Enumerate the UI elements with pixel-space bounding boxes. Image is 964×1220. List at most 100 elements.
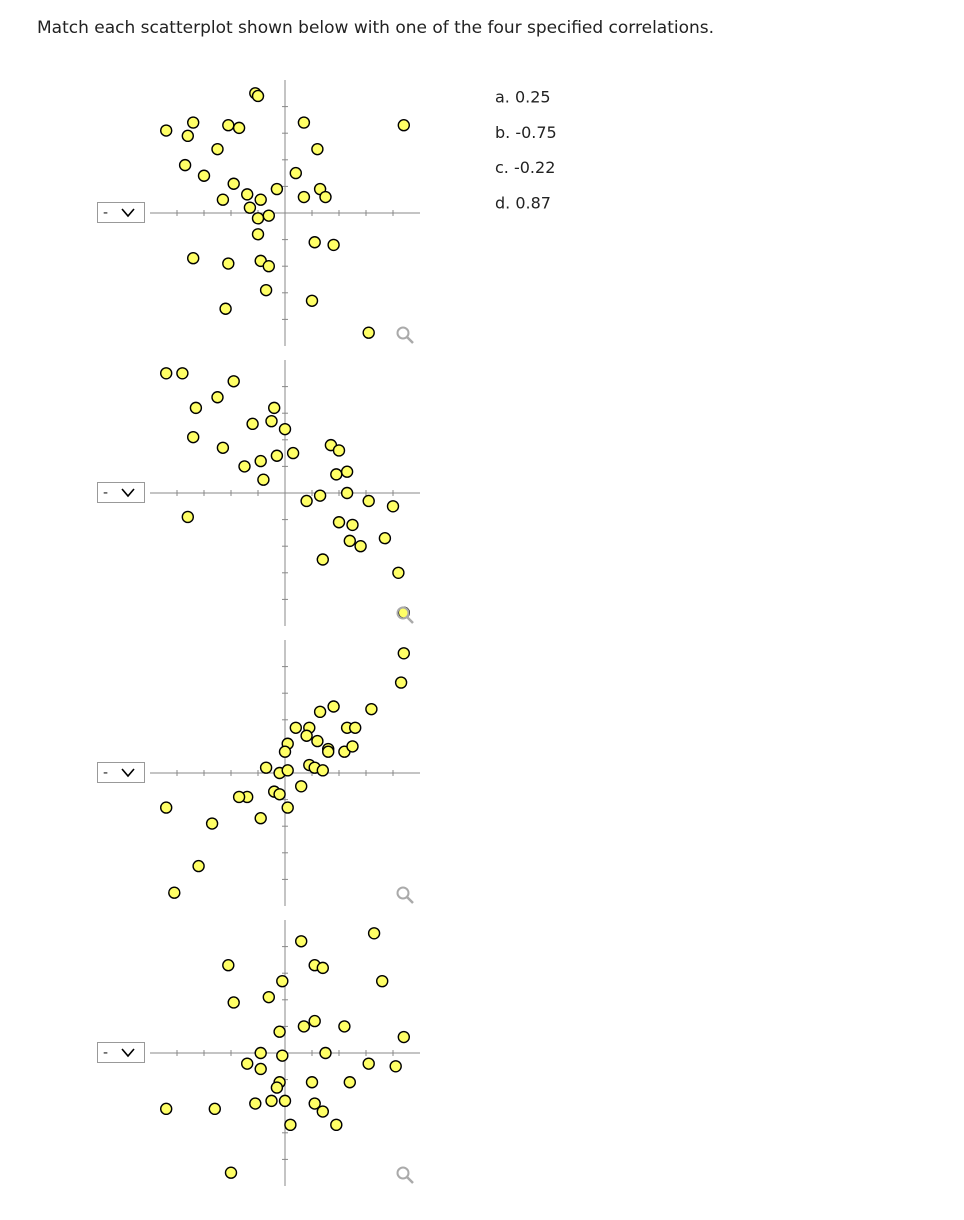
point <box>216 193 230 206</box>
point <box>284 1118 297 1132</box>
point <box>297 190 311 204</box>
zoom-lens[interactable] <box>396 886 410 900</box>
dropdown-box[interactable] <box>97 482 145 503</box>
point <box>397 647 410 660</box>
zoom-handle[interactable] <box>406 1176 414 1184</box>
point <box>254 812 267 825</box>
point <box>265 414 278 428</box>
zoom-handle[interactable] <box>406 336 414 344</box>
point <box>243 201 257 214</box>
dropdown-box[interactable] <box>97 762 145 783</box>
dropdown-box[interactable] <box>97 202 145 223</box>
point <box>205 817 219 830</box>
point <box>181 510 195 524</box>
point <box>246 417 259 431</box>
point <box>232 121 246 135</box>
point <box>330 1118 343 1132</box>
point <box>389 1060 402 1073</box>
point <box>159 1102 173 1116</box>
point <box>297 1020 311 1033</box>
dropdown[interactable]: - <box>97 202 145 223</box>
zoom-lens[interactable] <box>396 326 410 340</box>
dropdown-chevron[interactable] <box>121 488 135 498</box>
point <box>240 188 254 201</box>
point <box>278 1094 292 1108</box>
point <box>192 859 205 873</box>
zoom-icon[interactable] <box>396 606 414 624</box>
point <box>316 1105 329 1118</box>
point <box>286 446 300 460</box>
point <box>319 1046 332 1060</box>
point <box>181 129 195 143</box>
point <box>222 959 235 972</box>
point <box>376 974 389 988</box>
point <box>227 996 240 1009</box>
dropdown-value[interactable]: - <box>103 1045 108 1061</box>
point <box>254 454 267 468</box>
point <box>300 494 313 508</box>
point <box>278 745 292 758</box>
point <box>176 367 189 380</box>
dropdown-chevron[interactable] <box>121 208 135 218</box>
point <box>211 142 224 156</box>
dropdown[interactable]: - <box>97 762 145 783</box>
point <box>208 1102 222 1116</box>
point <box>346 740 359 753</box>
point <box>186 430 200 444</box>
dropdown[interactable]: - <box>97 482 145 503</box>
point <box>311 142 324 156</box>
zoom-lens[interactable] <box>396 1166 410 1180</box>
point <box>262 990 275 1004</box>
zoom-icon[interactable] <box>396 326 414 344</box>
point <box>319 190 332 204</box>
point <box>227 375 240 388</box>
point <box>270 182 284 196</box>
point <box>295 780 308 793</box>
point <box>281 764 294 777</box>
point <box>232 790 246 804</box>
point <box>305 1076 319 1089</box>
zoom-handle[interactable] <box>406 896 414 904</box>
zoom-lens[interactable] <box>396 606 410 620</box>
point <box>322 745 335 758</box>
point <box>308 1014 321 1028</box>
point <box>311 734 324 748</box>
point <box>343 534 356 548</box>
point <box>308 236 321 249</box>
point <box>227 177 240 190</box>
point <box>168 886 181 899</box>
dropdown-chevron[interactable] <box>121 768 135 778</box>
zoom-handle[interactable] <box>406 616 414 624</box>
dropdown-chevron[interactable] <box>121 1048 135 1058</box>
point <box>197 169 211 182</box>
dropdown[interactable]: - <box>97 1042 145 1063</box>
point <box>386 500 400 513</box>
point <box>216 441 230 454</box>
zoom-icon[interactable] <box>396 1166 414 1184</box>
dropdown-value[interactable]: - <box>103 205 108 221</box>
point <box>276 1049 289 1062</box>
point <box>397 1030 410 1044</box>
point <box>257 473 270 486</box>
zoom-icon[interactable] <box>396 886 414 904</box>
dropdown-box[interactable] <box>97 1042 145 1063</box>
point <box>362 1057 375 1070</box>
point <box>186 252 200 265</box>
point <box>211 391 224 404</box>
point <box>159 367 173 380</box>
point <box>316 553 329 566</box>
point <box>338 1020 351 1033</box>
point <box>394 676 408 689</box>
point <box>327 700 340 713</box>
point <box>276 974 289 988</box>
dropdown-value[interactable]: - <box>103 485 108 501</box>
point <box>224 1166 238 1179</box>
point <box>340 465 354 478</box>
point <box>297 116 311 129</box>
point <box>316 961 329 975</box>
point <box>295 935 308 948</box>
option-label: c. -0.22 <box>495 158 555 177</box>
dropdown-value[interactable]: - <box>103 765 108 781</box>
point <box>262 260 275 273</box>
point <box>289 721 302 734</box>
